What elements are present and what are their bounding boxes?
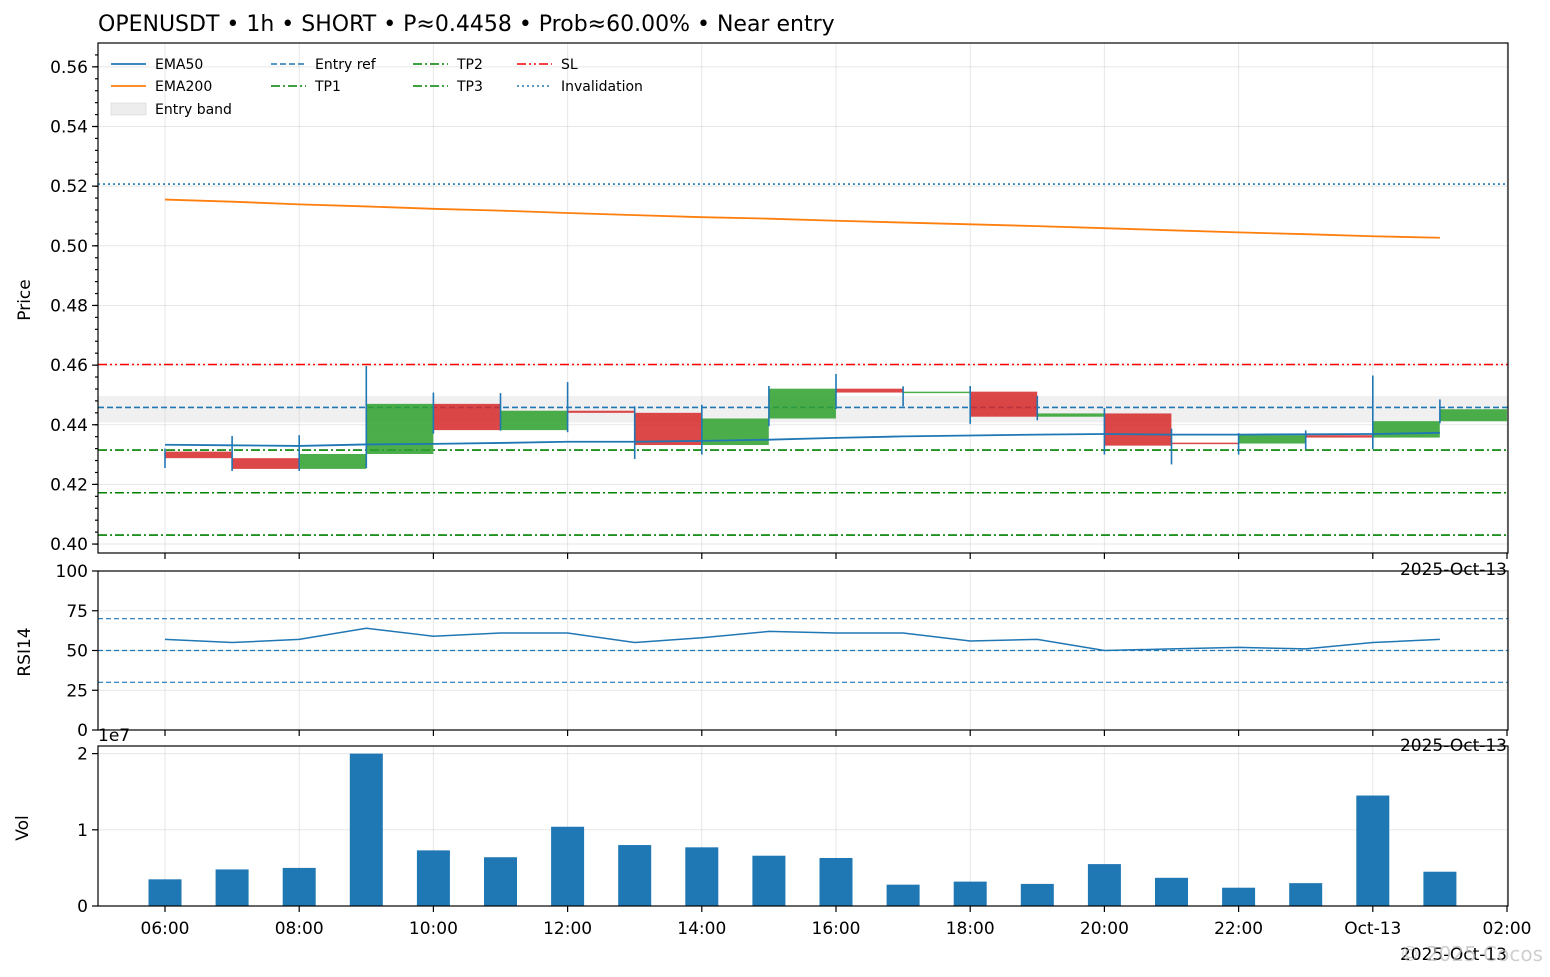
rsi-ylabel: RSI14	[15, 627, 35, 676]
price-tick-label: 0.52	[50, 177, 88, 197]
candle-body	[299, 453, 367, 469]
candle-body	[567, 410, 635, 413]
volume-bar	[1423, 871, 1457, 906]
candle-body	[903, 391, 971, 394]
legend-tp3: TP3	[456, 79, 483, 95]
volume-bar	[1020, 883, 1054, 906]
candle-body	[970, 391, 1038, 417]
candle-body	[500, 410, 568, 431]
price-tick-label: 0.44	[50, 416, 88, 436]
legend-ema200: EMA200	[155, 79, 212, 95]
volume-panel: 0 1 2 Vol 1e7 06:00 08:00 10:00 12:00 14:00 16:…	[13, 726, 1532, 965]
rsi-tick-label: 50	[66, 642, 88, 662]
volume-bar	[1087, 864, 1121, 906]
candle-body	[1104, 413, 1172, 446]
candle-body	[433, 403, 501, 431]
rsi-tick-label: 75	[66, 602, 88, 622]
x-tick-label: 20:00	[1080, 919, 1129, 939]
x-tick-label: 10:00	[409, 919, 458, 939]
volume-bar	[148, 879, 182, 906]
x-tick-label: 18:00	[946, 919, 995, 939]
volume-date-offset: 2025-Oct-13	[1400, 945, 1507, 965]
legend-sl: SL	[561, 57, 578, 73]
legend-tp2: TP2	[456, 57, 483, 73]
price-tick-label: 0.50	[50, 237, 88, 257]
volume-bar	[1222, 887, 1256, 906]
candle-body	[1171, 442, 1239, 445]
volume-bar	[1356, 795, 1390, 906]
price-ylabel: Price	[15, 279, 35, 320]
ema200-line	[164, 198, 1440, 239]
legend: EMA50 EMA200 Entry band Entry ref TP1 TP…	[110, 57, 643, 118]
price-tick-label: 0.48	[50, 296, 88, 316]
candle-body	[165, 451, 232, 459]
volume-bar	[1289, 883, 1323, 906]
price-tick-label: 0.56	[50, 58, 88, 78]
volume-bar	[215, 869, 249, 906]
price-axes-frame	[97, 42, 1509, 554]
x-tick-label: 16:00	[812, 919, 861, 939]
x-tick-label: 08:00	[275, 919, 324, 939]
rsi-panel: 0 25 50 75 100 RSI14 2025-Oct-13	[15, 562, 1509, 756]
volume-bar	[618, 845, 652, 906]
x-tick-label: 06:00	[141, 919, 190, 939]
volume-bar	[685, 847, 719, 906]
volume-bar	[551, 826, 585, 906]
volume-tick-label: 0	[77, 897, 88, 917]
rsi-tick-label: 25	[66, 681, 88, 701]
candle-body	[1305, 435, 1373, 438]
volume-bar	[349, 753, 383, 906]
x-tick-label: Oct-13	[1344, 919, 1401, 939]
rsi-line	[164, 627, 1440, 652]
price-tick-label: 0.40	[50, 535, 88, 555]
price-tick-label: 0.54	[50, 118, 88, 138]
candle-body	[366, 403, 434, 454]
price-date-offset: 2025-Oct-13	[1400, 560, 1507, 580]
candle-body	[768, 388, 836, 419]
volume-bar	[752, 855, 786, 906]
watermark: © 2025 Cocos	[1400, 942, 1543, 966]
volume-tick-label: 1	[77, 821, 88, 841]
volume-axes-frame	[97, 745, 1509, 907]
x-tick-label: 02:00	[1483, 919, 1532, 939]
volume-exponent: 1e7	[98, 726, 130, 746]
candle-body	[232, 458, 300, 469]
legend-invalidation: Invalidation	[561, 79, 643, 95]
volume-bar	[819, 858, 853, 906]
candle-body	[1037, 413, 1105, 417]
candle-body	[1372, 421, 1440, 438]
legend-ema50: EMA50	[155, 57, 203, 73]
legend-entry-band: Entry band	[155, 102, 232, 118]
x-tick-label: 14:00	[677, 919, 726, 939]
volume-bar	[282, 867, 316, 906]
price-tick-label: 0.46	[50, 356, 88, 376]
candle-body	[1238, 435, 1306, 444]
volume-bar	[1155, 877, 1188, 906]
candle-body	[634, 412, 702, 446]
volume-bar	[953, 881, 987, 906]
price-panel: 0.40 0.42 0.44 0.46 0.48 0.50 0.52 0.54 0.56 Pri…	[15, 42, 1509, 580]
volume-bar	[886, 884, 920, 906]
volume-tick-label: 2	[77, 745, 88, 765]
volume-bar	[484, 857, 517, 906]
legend-entry-ref: Entry ref	[315, 57, 377, 73]
rsi-tick-label: 0	[77, 721, 88, 741]
ema50-line	[164, 431, 1440, 447]
price-tick-label: 0.42	[50, 475, 88, 495]
x-tick-label: 22:00	[1214, 919, 1263, 939]
chart-title: OPENUSDT • 1h • SHORT • P≈0.4458 • Prob≈…	[98, 12, 835, 37]
rsi-tick-label: 100	[56, 562, 88, 582]
legend-entry-band-swatch	[110, 102, 147, 116]
legend-tp1: TP1	[314, 79, 341, 95]
candle-body	[836, 388, 903, 393]
candle-body	[1439, 409, 1507, 422]
volume-bar	[416, 850, 450, 906]
volume-ylabel: Vol	[13, 815, 33, 840]
x-tick-label: 12:00	[543, 919, 592, 939]
